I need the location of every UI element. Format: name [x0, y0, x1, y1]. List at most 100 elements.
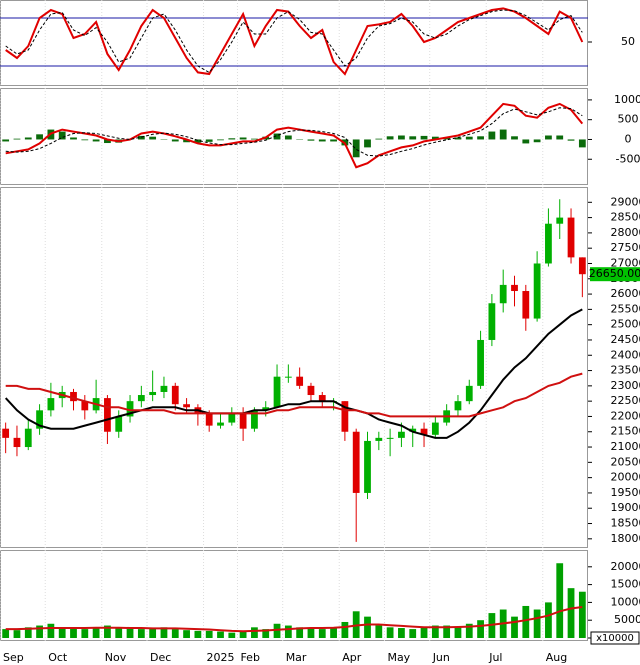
x-tick-label: Feb	[240, 651, 259, 664]
y-tick-label: 25000	[611, 318, 640, 331]
y-tick-label: 23500	[611, 364, 640, 377]
bar	[477, 620, 484, 638]
bar	[420, 135, 428, 140]
x-tick-label: Oct	[48, 651, 68, 664]
line	[4, 308, 583, 439]
bar	[47, 623, 55, 638]
y-tick-label: -500	[616, 152, 640, 165]
bar	[81, 139, 89, 141]
bar	[137, 135, 145, 140]
candle-body	[239, 413, 247, 429]
x-tick-label: Jul	[488, 651, 502, 664]
candle-body	[171, 385, 179, 405]
panel-frame	[0, 88, 588, 185]
y-tick-label: 18500	[611, 517, 640, 530]
bar	[352, 139, 360, 158]
candle-body	[488, 303, 496, 340]
x-tick-label: Jun	[432, 651, 450, 664]
y-tick-label: 29000	[611, 195, 640, 208]
panel-frame	[0, 0, 588, 86]
candle-body	[47, 398, 55, 411]
bar	[92, 627, 100, 638]
candle-body	[352, 431, 360, 493]
x-tick-label: Apr	[342, 651, 362, 664]
bar	[578, 591, 586, 638]
candle-body	[284, 376, 292, 378]
bar	[431, 136, 439, 140]
candle-body	[567, 217, 575, 258]
candle-body	[296, 376, 304, 386]
y-tick-label: 10000	[611, 595, 640, 608]
bar	[194, 630, 202, 638]
bar	[499, 129, 507, 140]
bar	[522, 605, 530, 638]
line	[5, 372, 583, 418]
y-tick-label: 19500	[611, 486, 640, 499]
candle-body	[386, 437, 394, 439]
bar	[183, 139, 190, 143]
candle-body	[160, 385, 168, 392]
candle-body	[499, 284, 507, 304]
x-tick-label: Nov	[105, 651, 127, 664]
last-price-label: 26650.00	[589, 267, 640, 280]
bar	[251, 138, 258, 140]
bar	[398, 628, 405, 638]
candle-body	[545, 223, 552, 264]
candle-body	[477, 339, 484, 386]
bar	[465, 623, 473, 638]
candle-body	[104, 398, 111, 432]
bar	[284, 135, 292, 140]
candle-body	[251, 410, 258, 429]
bar	[556, 135, 564, 140]
bar	[2, 139, 10, 142]
candle-body	[398, 431, 405, 438]
y-tick-label: 21000	[611, 440, 640, 453]
y-tick-label: 19000	[611, 501, 640, 514]
x-tick-label: Sep	[3, 651, 24, 664]
y-tick-label: 500	[618, 113, 639, 126]
bar	[58, 131, 66, 140]
bar	[2, 629, 10, 638]
bar	[545, 135, 552, 140]
bar	[465, 136, 473, 140]
x-tick-label: Aug	[546, 651, 567, 664]
bar	[284, 625, 292, 638]
y-tick-label: 21500	[611, 425, 640, 438]
candle-body	[364, 440, 371, 493]
candle-body	[420, 428, 428, 435]
bar	[24, 137, 32, 140]
candle-body	[205, 413, 213, 426]
bar	[511, 136, 518, 140]
bar	[81, 629, 89, 638]
bar	[36, 134, 43, 140]
bar	[273, 133, 281, 140]
bar	[171, 139, 179, 142]
candle-body	[115, 416, 123, 432]
bar	[318, 629, 326, 638]
line	[5, 9, 583, 74]
bar	[58, 627, 66, 638]
candle-body	[24, 428, 32, 448]
candle-body	[228, 413, 236, 423]
unit-box	[590, 631, 640, 645]
candle-body	[307, 385, 315, 396]
bar	[420, 627, 428, 638]
bar	[171, 629, 179, 638]
candle-body	[262, 407, 270, 411]
bar	[386, 627, 394, 638]
candle-body	[2, 428, 10, 438]
y-unit: x10000	[596, 633, 634, 644]
bar	[273, 623, 281, 638]
bar	[137, 629, 145, 638]
bar	[217, 139, 224, 141]
bar	[443, 625, 451, 638]
bar	[228, 632, 236, 638]
bar	[70, 628, 77, 638]
bar	[262, 629, 270, 638]
bar	[205, 630, 213, 638]
candle-body	[137, 395, 145, 402]
candle-body	[578, 257, 586, 275]
bar	[70, 137, 77, 140]
bar	[307, 628, 315, 638]
candle-body	[465, 385, 473, 402]
